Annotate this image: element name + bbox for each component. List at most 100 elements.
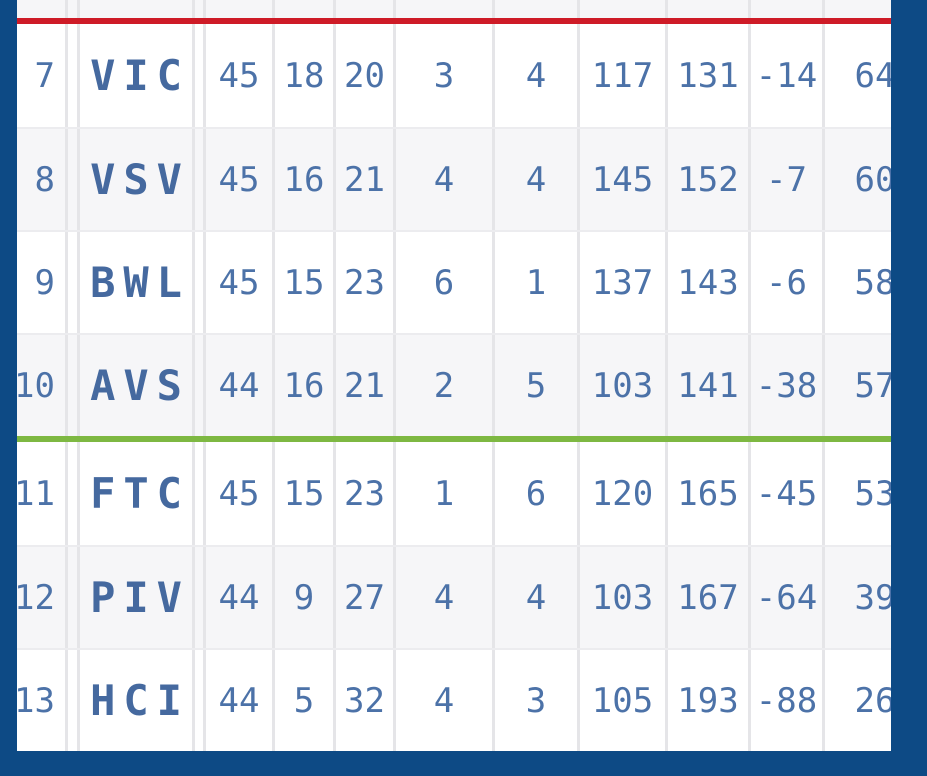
position-cell: 12 xyxy=(17,547,68,648)
spacer-cell xyxy=(68,129,80,230)
ot-wins-cell: 2 xyxy=(396,335,495,436)
spacer-cell xyxy=(68,650,80,751)
games-played-cell: 44 xyxy=(206,335,275,436)
table-row[interactable]: 7 VIC 45 18 20 3 4 117 131 -14 64 xyxy=(17,24,891,127)
goals-for-cell: 137 xyxy=(580,232,668,333)
team-abbr-cell: AVS xyxy=(80,335,195,436)
ot-wins-cell: 1 xyxy=(396,442,495,545)
ot-losses-cell: 5 xyxy=(495,335,580,436)
losses-cell: 21 xyxy=(336,335,396,436)
team-abbr-cell: BWL xyxy=(80,232,195,333)
goals-against-cell xyxy=(668,0,751,18)
spacer-cell xyxy=(68,24,80,127)
table-row[interactable]: 9 BWL 45 15 23 6 1 137 143 -6 58 xyxy=(17,230,891,333)
games-played-cell: 44 xyxy=(206,547,275,648)
spacer-cell xyxy=(195,650,206,751)
position-cell: 10 xyxy=(17,335,68,436)
red-divider-line xyxy=(17,18,891,24)
position-cell xyxy=(17,0,68,18)
ot-losses-cell xyxy=(495,0,580,18)
goals-against-cell: 131 xyxy=(668,24,751,127)
goals-against-cell: 193 xyxy=(668,650,751,751)
goals-against-cell: 141 xyxy=(668,335,751,436)
losses-cell: 27 xyxy=(336,547,396,648)
goals-for-cell: 145 xyxy=(580,129,668,230)
goals-for-cell: 103 xyxy=(580,547,668,648)
losses-cell: 32 xyxy=(336,650,396,751)
wins-cell: 9 xyxy=(275,547,336,648)
goals-against-cell: 143 xyxy=(668,232,751,333)
spacer-cell xyxy=(195,547,206,648)
team-abbr-cell: PIV xyxy=(80,547,195,648)
position-cell: 13 xyxy=(17,650,68,751)
position-cell: 9 xyxy=(17,232,68,333)
spacer-cell xyxy=(195,442,206,545)
goal-diff-cell xyxy=(751,0,825,18)
team-abbr-cell: VSV xyxy=(80,129,195,230)
goal-diff-cell: -45 xyxy=(751,442,825,545)
spacer-cell xyxy=(68,547,80,648)
ot-losses-cell: 4 xyxy=(495,547,580,648)
wins-cell xyxy=(275,0,336,18)
games-played-cell: 45 xyxy=(206,442,275,545)
goal-diff-cell: -6 xyxy=(751,232,825,333)
goal-diff-cell: -14 xyxy=(751,24,825,127)
points-cell: 53 xyxy=(825,442,891,545)
spacer-cell xyxy=(195,232,206,333)
table-row[interactable]: 10 AVS 44 16 21 2 5 103 141 -38 57 xyxy=(17,333,891,436)
team-abbr-cell: VIC xyxy=(80,24,195,127)
goals-against-cell: 167 xyxy=(668,547,751,648)
points-cell: 57 xyxy=(825,335,891,436)
wins-cell: 15 xyxy=(275,232,336,333)
table-row[interactable]: 8 VSV 45 16 21 4 4 145 152 -7 60 xyxy=(17,127,891,230)
table-row[interactable]: 13 HCI 44 5 32 4 3 105 193 -88 26 xyxy=(17,648,891,751)
ot-losses-cell: 3 xyxy=(495,650,580,751)
team-abbr-cell: FTC xyxy=(80,442,195,545)
goals-for-cell: 103 xyxy=(580,335,668,436)
games-played-cell: 45 xyxy=(206,24,275,127)
goals-for-cell: 117 xyxy=(580,24,668,127)
spacer-cell xyxy=(68,0,80,18)
losses-cell: 23 xyxy=(336,232,396,333)
standings-rows: 7 VIC 45 18 20 3 4 117 131 -14 64 8 VSV 45 16 21 4 4 145 15… xyxy=(17,24,891,751)
losses-cell: 20 xyxy=(336,24,396,127)
points-cell: 39 xyxy=(825,547,891,648)
wins-cell: 15 xyxy=(275,442,336,545)
points-cell: 26 xyxy=(825,650,891,751)
standings-table: 7 VIC 45 18 20 3 4 117 131 -14 64 8 VSV 45 16 21 4 4 145 15… xyxy=(17,0,891,751)
games-played-cell: 44 xyxy=(206,650,275,751)
green-divider-line xyxy=(17,436,891,442)
goal-diff-cell: -7 xyxy=(751,129,825,230)
goals-for-cell xyxy=(580,0,668,18)
wins-cell: 16 xyxy=(275,129,336,230)
wins-cell: 5 xyxy=(275,650,336,751)
ot-wins-cell: 6 xyxy=(396,232,495,333)
ot-wins-cell: 4 xyxy=(396,547,495,648)
ot-wins-cell: 4 xyxy=(396,650,495,751)
ot-wins-cell xyxy=(396,0,495,18)
goals-against-cell: 152 xyxy=(668,129,751,230)
points-cell: 60 xyxy=(825,129,891,230)
points-cell: 64 xyxy=(825,24,891,127)
ot-losses-cell: 6 xyxy=(495,442,580,545)
wins-cell: 16 xyxy=(275,335,336,436)
partial-row-above xyxy=(17,0,891,18)
table-row[interactable]: 11 FTC 45 15 23 1 6 120 165 -45 53 xyxy=(17,442,891,545)
position-cell: 11 xyxy=(17,442,68,545)
games-played-cell xyxy=(206,0,275,18)
losses-cell: 21 xyxy=(336,129,396,230)
points-cell: 58 xyxy=(825,232,891,333)
losses-cell xyxy=(336,0,396,18)
goals-for-cell: 120 xyxy=(580,442,668,545)
ot-wins-cell: 3 xyxy=(396,24,495,127)
games-played-cell: 45 xyxy=(206,129,275,230)
losses-cell: 23 xyxy=(336,442,396,545)
table-row[interactable]: 12 PIV 44 9 27 4 4 103 167 -64 39 xyxy=(17,545,891,648)
spacer-cell xyxy=(195,335,206,436)
spacer-cell xyxy=(195,0,206,18)
team-abbr-cell xyxy=(80,0,195,18)
goal-diff-cell: -88 xyxy=(751,650,825,751)
ot-losses-cell: 4 xyxy=(495,24,580,127)
goal-diff-cell: -64 xyxy=(751,547,825,648)
games-played-cell: 45 xyxy=(206,232,275,333)
